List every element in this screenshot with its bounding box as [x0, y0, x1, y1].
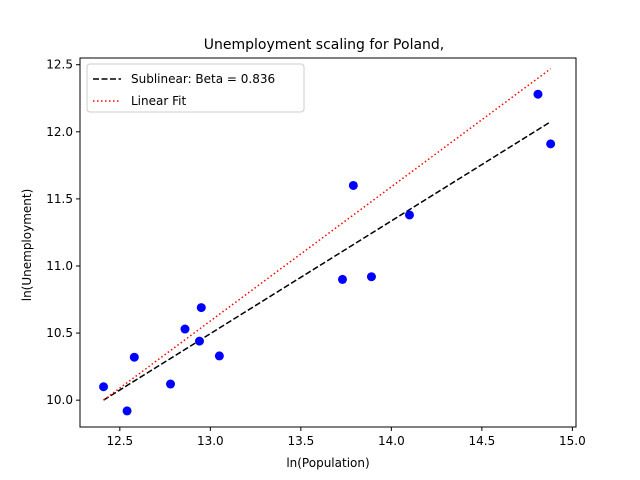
legend: Sublinear: Beta = 0.836 Linear Fit — [86, 63, 305, 113]
x-axis-label: ln(Population) — [286, 456, 369, 470]
x-tick-label: 13.5 — [287, 434, 314, 448]
axes: 12.5 13.0 13.5 14.0 14.5 15.0 10.0 10.5 11.0 11.5… — [46, 57, 586, 448]
data-point — [196, 303, 206, 313]
data-point — [337, 274, 347, 284]
y-tick-label: 11.5 — [46, 192, 73, 206]
legend-label-1: Linear Fit — [131, 94, 186, 108]
data-point — [546, 139, 556, 149]
y-axis-label: ln(Unemployment) — [20, 189, 34, 302]
data-point — [122, 406, 132, 416]
legend-box — [86, 63, 305, 113]
data-point — [194, 336, 204, 346]
y-tick-label: 10.0 — [46, 393, 73, 407]
axes-frame — [79, 57, 577, 428]
y-tick-label: 11.0 — [46, 259, 73, 273]
data-point — [366, 272, 376, 282]
data-point — [404, 210, 414, 220]
data-point — [166, 379, 176, 389]
x-tick-label: 12.5 — [106, 434, 133, 448]
x-tick-label: 13.0 — [197, 434, 224, 448]
y-tick-label: 12.5 — [46, 58, 73, 72]
y-tick-label: 10.5 — [46, 326, 73, 340]
plot-area — [99, 68, 556, 416]
x-tick-label: 14.5 — [469, 434, 496, 448]
series-line-0 — [103, 121, 552, 401]
data-point — [129, 352, 139, 362]
data-point — [533, 89, 543, 99]
legend-label-0: Sublinear: Beta = 0.836 — [131, 72, 275, 86]
data-point — [348, 180, 358, 190]
data-point — [214, 351, 224, 361]
y-tick-label: 12.0 — [46, 125, 73, 139]
series-line-1 — [103, 68, 552, 401]
chart-title: Unemployment scaling for Poland, — [204, 37, 445, 53]
data-point — [99, 382, 109, 392]
x-tick-label: 15.0 — [559, 434, 586, 448]
data-point — [180, 324, 190, 334]
x-tick-label: 14.0 — [378, 434, 405, 448]
